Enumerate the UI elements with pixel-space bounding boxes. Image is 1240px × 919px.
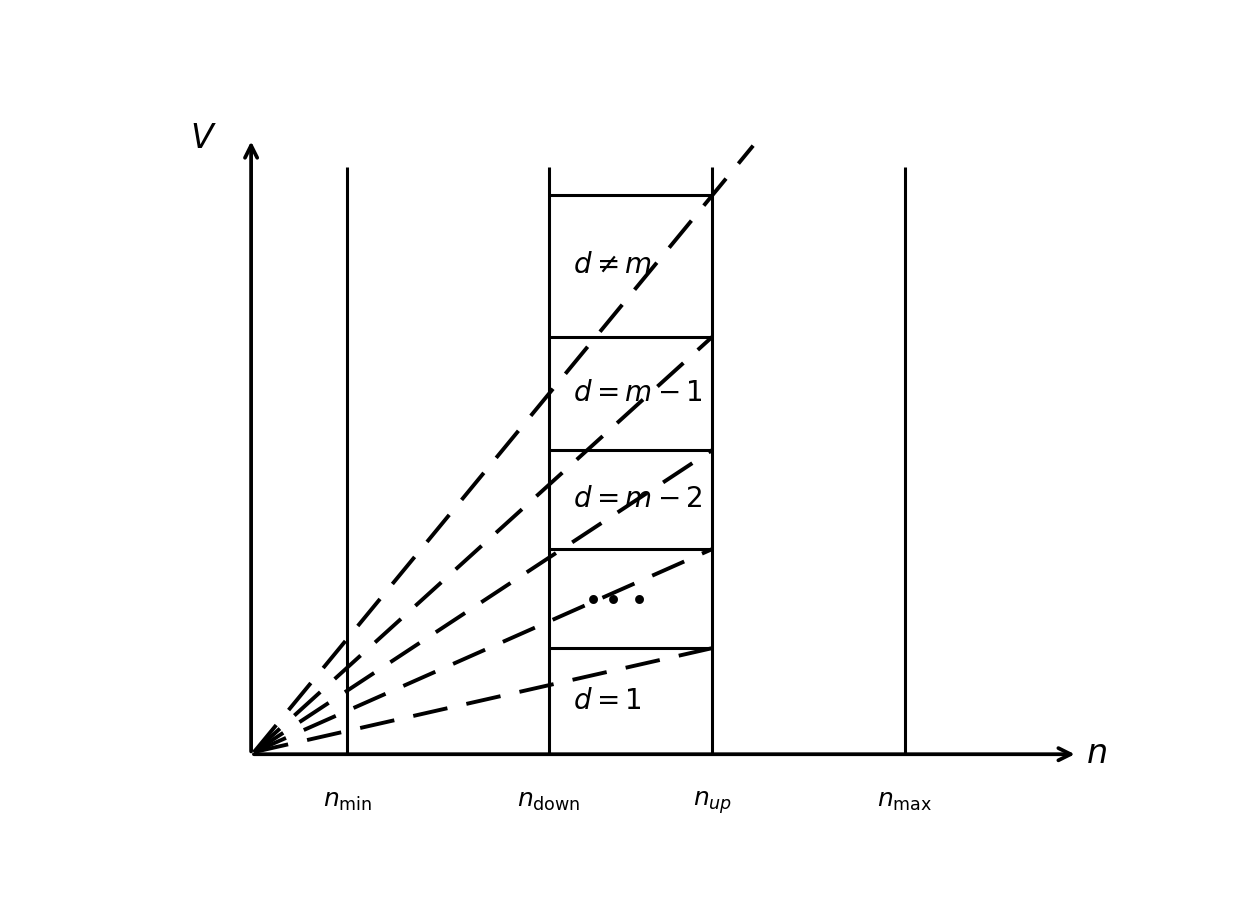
Text: $d=1$: $d=1$ xyxy=(573,687,642,715)
Text: $V$: $V$ xyxy=(190,122,217,154)
Text: $d=m-2$: $d=m-2$ xyxy=(573,486,703,513)
Text: $n_{up}$: $n_{up}$ xyxy=(693,789,732,816)
Text: $n_{\rm min}$: $n_{\rm min}$ xyxy=(322,789,372,812)
Text: $n$: $n$ xyxy=(1086,738,1107,770)
Text: $\bullet\!\bullet\!\bullet$: $\bullet\!\bullet\!\bullet$ xyxy=(583,584,645,613)
Text: $n_{\rm down}$: $n_{\rm down}$ xyxy=(517,789,580,812)
Text: $d\neq m$: $d\neq m$ xyxy=(573,253,652,279)
Text: $n_{\rm max}$: $n_{\rm max}$ xyxy=(877,789,932,812)
Text: $d=m-1$: $d=m-1$ xyxy=(573,380,703,407)
